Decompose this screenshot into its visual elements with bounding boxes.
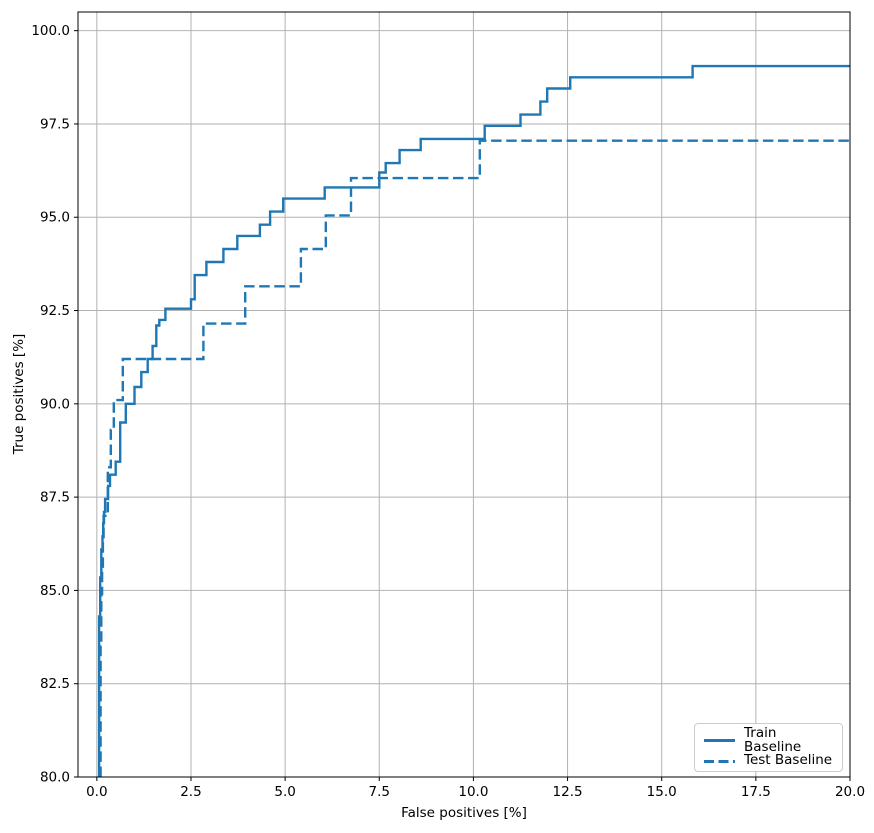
- svg-text:12.5: 12.5: [553, 784, 583, 800]
- svg-text:7.5: 7.5: [369, 784, 390, 800]
- svg-text:87.5: 87.5: [40, 490, 70, 506]
- svg-text:92.5: 92.5: [40, 303, 70, 319]
- legend-label-train: Train Baseline: [744, 725, 802, 755]
- svg-text:97.5: 97.5: [40, 116, 70, 132]
- svg-text:15.0: 15.0: [647, 784, 677, 800]
- legend: Train Baseline Test Baseline: [694, 723, 843, 772]
- legend-item-test: Test Baseline: [704, 754, 833, 768]
- x-axis-label: False positives [%]: [401, 805, 527, 821]
- svg-text:100.0: 100.0: [31, 23, 70, 39]
- svg-text:82.5: 82.5: [40, 676, 70, 692]
- y-axis-label: True positives [%]: [11, 333, 27, 455]
- svg-text:95.0: 95.0: [40, 210, 70, 226]
- svg-text:20.0: 20.0: [835, 784, 865, 800]
- svg-text:5.0: 5.0: [274, 784, 295, 800]
- svg-text:0.0: 0.0: [86, 784, 107, 800]
- svg-text:10.0: 10.0: [458, 784, 488, 800]
- svg-text:2.5: 2.5: [180, 784, 201, 800]
- svg-text:17.5: 17.5: [741, 784, 771, 800]
- train-solid-line-icon: [704, 739, 735, 743]
- svg-text:80.0: 80.0: [40, 770, 70, 786]
- svg-text:90.0: 90.0: [40, 396, 70, 412]
- legend-item-train: Train Baseline: [704, 725, 833, 755]
- legend-label-test: Test Baseline: [744, 752, 833, 769]
- test-dashed-line-icon: [704, 759, 735, 763]
- svg-text:85.0: 85.0: [40, 583, 70, 599]
